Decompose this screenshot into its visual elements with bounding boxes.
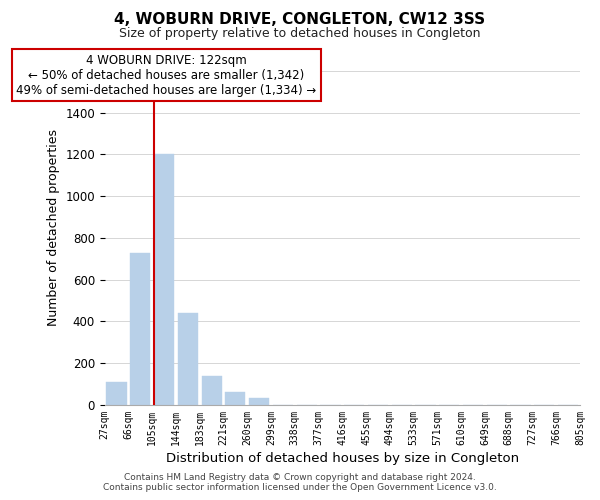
Bar: [130, 252, 151, 405]
Bar: [202, 376, 222, 405]
Bar: [106, 382, 127, 405]
Text: 4, WOBURN DRIVE, CONGLETON, CW12 3SS: 4, WOBURN DRIVE, CONGLETON, CW12 3SS: [115, 12, 485, 28]
Bar: [154, 154, 174, 405]
Bar: [225, 392, 245, 405]
Bar: [178, 313, 198, 405]
Text: Contains HM Land Registry data © Crown copyright and database right 2024.
Contai: Contains HM Land Registry data © Crown c…: [103, 473, 497, 492]
Y-axis label: Number of detached properties: Number of detached properties: [47, 129, 59, 326]
X-axis label: Distribution of detached houses by size in Congleton: Distribution of detached houses by size …: [166, 452, 519, 465]
Bar: [249, 398, 269, 405]
Text: 4 WOBURN DRIVE: 122sqm
← 50% of detached houses are smaller (1,342)
49% of semi-: 4 WOBURN DRIVE: 122sqm ← 50% of detached…: [16, 54, 317, 96]
Text: Size of property relative to detached houses in Congleton: Size of property relative to detached ho…: [119, 28, 481, 40]
